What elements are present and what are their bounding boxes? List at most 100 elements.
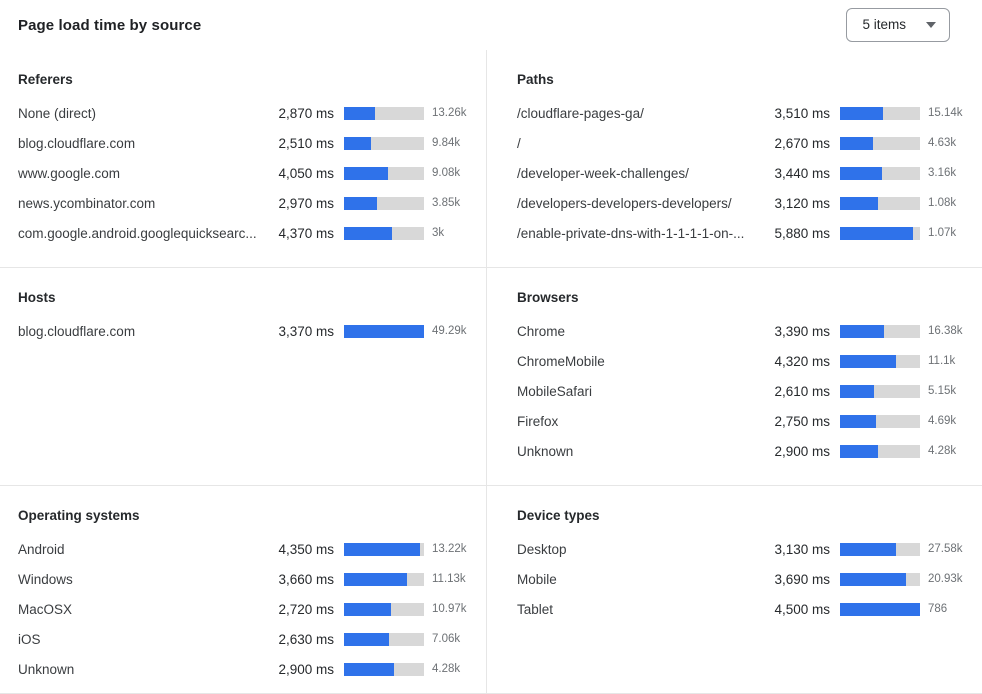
- list-item[interactable]: blog.cloudflare.com 2,510 ms 9.84k: [18, 128, 482, 158]
- row-label: Desktop: [517, 541, 567, 557]
- bar-track: [344, 226, 424, 240]
- section-title: Device types: [517, 508, 600, 523]
- row-count: 786: [928, 603, 948, 615]
- row-value-ms: 3,660 ms: [278, 571, 334, 587]
- row-count: 13.26k: [432, 107, 467, 119]
- list-item[interactable]: iOS 2,630 ms 7.06k: [18, 624, 482, 654]
- list-item[interactable]: Desktop 3,130 ms 27.58k: [517, 534, 978, 564]
- list-item[interactable]: Windows 3,660 ms 11.13k: [18, 564, 482, 594]
- bar-track: [840, 324, 920, 338]
- list-item[interactable]: / 2,670 ms 4.63k: [517, 128, 978, 158]
- list-item[interactable]: Android 4,350 ms 13.22k: [18, 534, 482, 564]
- section-referers: Referers None (direct) 2,870 ms 13.26k blog.…: [0, 50, 486, 267]
- section-device-types: Device types Desktop 3,130 ms 27.58k Mobile 3…: [486, 485, 982, 693]
- row-label: Tablet: [517, 601, 554, 617]
- row-count: 20.93k: [928, 573, 963, 585]
- list-item[interactable]: Chrome 3,390 ms 16.38k: [517, 316, 978, 346]
- list-item[interactable]: /developers-developers-developers/3,120 …: [517, 188, 978, 218]
- list-item[interactable]: Firefox 2,750 ms 4.69k: [517, 406, 978, 436]
- row-value-ms: 3,130 ms: [774, 541, 830, 557]
- bar-fill: [840, 324, 884, 338]
- section-browsers: Browsers Chrome 3,390 ms 16.38k ChromeMobile…: [486, 267, 982, 485]
- row-count: 11.13k: [432, 573, 466, 585]
- list-item[interactable]: Unknown 2,900 ms 4.28k: [517, 436, 978, 466]
- bar-fill: [344, 196, 377, 210]
- row-value-ms: 4,320 ms: [774, 353, 830, 369]
- section-hosts: Hosts blog.cloudflare.com 3,370 ms 49.29k: [0, 267, 486, 485]
- bar-track: [344, 166, 424, 180]
- row-label: Chrome: [517, 323, 566, 339]
- row-count: 4.28k: [928, 445, 957, 457]
- bar-fill: [344, 324, 424, 338]
- bar-fill: [840, 106, 884, 120]
- bar-fill: [840, 166, 883, 180]
- section-operating-systems: Operating systems Android 4,350 ms 13.22k Wi…: [0, 485, 486, 693]
- row-label: blog.cloudflare.com: [18, 135, 136, 151]
- row-count: 5.15k: [928, 385, 957, 397]
- bar-track: [344, 542, 424, 556]
- items-count-select[interactable]: 5 items: [846, 8, 950, 42]
- list-item[interactable]: MobileSafari 2,610 ms 5.15k: [517, 376, 978, 406]
- bar-fill: [344, 226, 392, 240]
- bar-fill: [840, 414, 876, 428]
- list-item[interactable]: blog.cloudflare.com 3,370 ms 49.29k: [18, 316, 482, 346]
- bar-fill: [344, 166, 388, 180]
- row-count: 9.84k: [432, 137, 461, 149]
- row-label: MacOSX: [18, 601, 73, 617]
- list-item[interactable]: news.ycombinator.com 2,970 ms 3.85k: [18, 188, 482, 218]
- row-value-ms: 3,690 ms: [774, 571, 830, 587]
- list-item[interactable]: /developer-week-challenges/3,440 ms 3.16k: [517, 158, 978, 188]
- bar-track: [344, 136, 424, 150]
- list-item[interactable]: None (direct) 2,870 ms 13.26k: [18, 98, 482, 128]
- row-count: 13.22k: [432, 543, 467, 555]
- section-title: Paths: [517, 72, 554, 87]
- row-label: Unknown: [18, 661, 75, 677]
- row-value-ms: 3,440 ms: [774, 165, 830, 181]
- list-item[interactable]: Unknown 2,900 ms 4.28k: [18, 654, 482, 684]
- row-value-ms: 2,720 ms: [278, 601, 334, 617]
- bar-track: [840, 106, 920, 120]
- row-count: 10.97k: [432, 603, 467, 615]
- bar-track: [840, 444, 920, 458]
- bar-track: [344, 106, 424, 120]
- row-count: 27.58k: [928, 543, 963, 555]
- bar-track: [344, 324, 424, 338]
- row-count: 3.85k: [432, 197, 461, 209]
- list-item[interactable]: ChromeMobile 4,320 ms 11.1k: [517, 346, 978, 376]
- row-label: /: [517, 135, 521, 151]
- panel-header: Page load time by source 5 items: [0, 0, 982, 50]
- bar-fill: [344, 572, 408, 586]
- bar-track: [840, 384, 920, 398]
- list-item[interactable]: MacOSX 2,720 ms 10.97k: [18, 594, 482, 624]
- row-value-ms: 2,750 ms: [774, 413, 830, 429]
- list-item[interactable]: /enable-private-dns-with-1-1-1-1-on-... 5…: [517, 218, 978, 248]
- row-value-ms: 4,350 ms: [278, 541, 334, 557]
- row-label: com.google.android.googlequicksearc...: [18, 225, 257, 241]
- row-count: 1.07k: [928, 227, 957, 239]
- list-item[interactable]: Tablet 4,500 ms 786: [517, 594, 978, 624]
- row-count: 49.29k: [432, 325, 467, 337]
- list-item[interactable]: www.google.com 4,050 ms 9.08k: [18, 158, 482, 188]
- row-label: /developer-week-challenges/: [517, 165, 689, 181]
- bar-track: [344, 662, 424, 676]
- row-label: Windows: [18, 571, 73, 587]
- bar-track: [840, 572, 920, 586]
- bar-fill: [840, 542, 896, 556]
- list-item[interactable]: com.google.android.googlequicksearc... 4,…: [18, 218, 482, 248]
- row-label: news.ycombinator.com: [18, 195, 156, 211]
- list-item[interactable]: /cloudflare-pages-ga/3,510 ms 15.14k: [517, 98, 978, 128]
- bar-fill: [840, 444, 878, 458]
- bar-track: [840, 136, 920, 150]
- bar-track: [344, 572, 424, 586]
- row-value-ms: 3,370 ms: [278, 323, 334, 339]
- row-count: 7.06k: [432, 633, 461, 645]
- section-title: Operating systems: [18, 508, 140, 523]
- bar-track: [840, 226, 920, 240]
- bar-fill: [840, 602, 920, 616]
- row-value-ms: 3,390 ms: [774, 323, 830, 339]
- bar-track: [840, 166, 920, 180]
- list-item[interactable]: Mobile 3,690 ms 20.93k: [517, 564, 978, 594]
- row-label: Unknown: [517, 443, 574, 459]
- row-value-ms: 4,500 ms: [774, 601, 830, 617]
